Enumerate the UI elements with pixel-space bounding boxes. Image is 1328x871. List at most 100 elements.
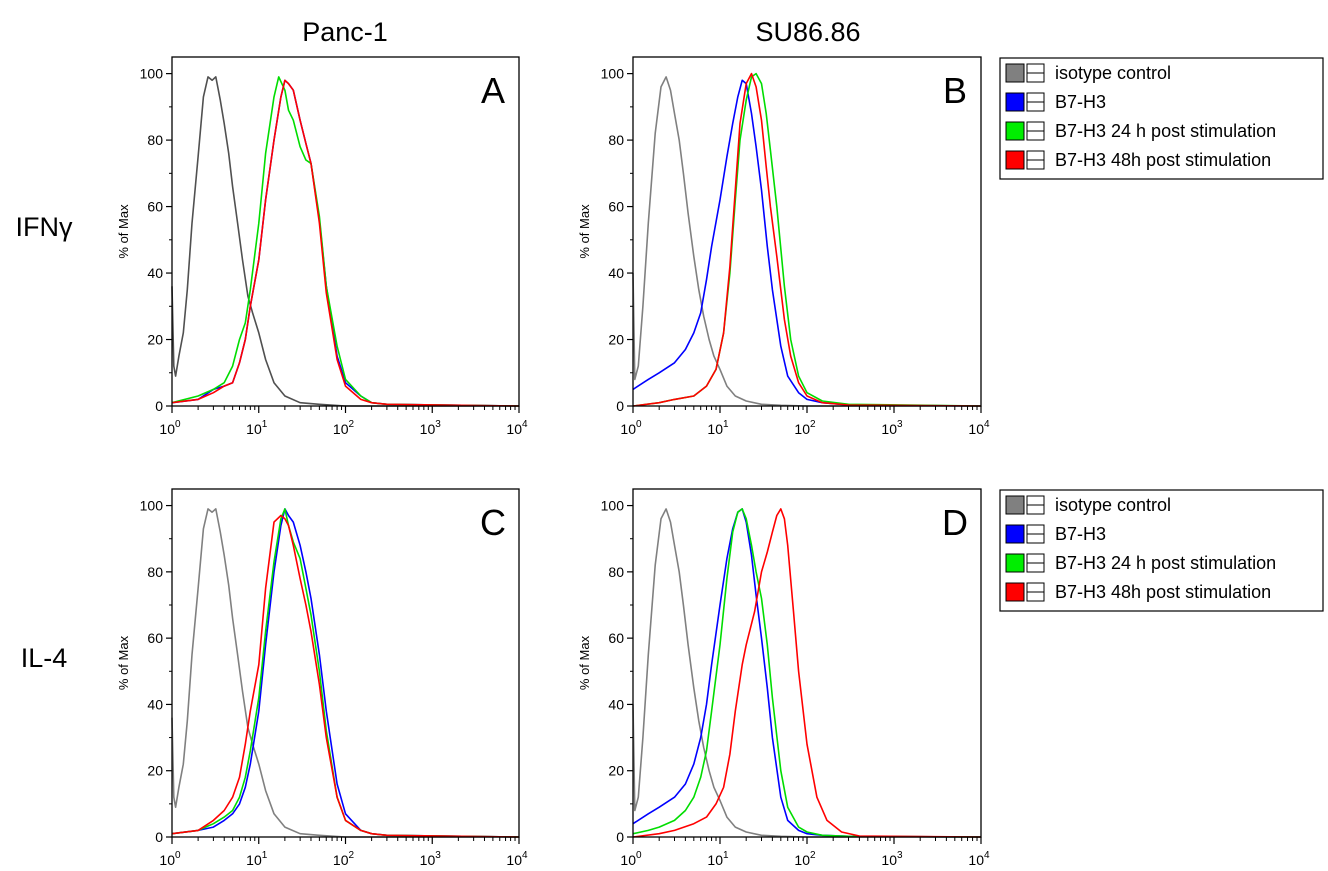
legend-entry-label: B7-H3 48h post stimulation [1055,150,1271,170]
x-tick-base: 10 [794,421,810,437]
x-tick-base: 10 [246,852,262,868]
y-tick-label: 20 [608,763,624,779]
x-tick-exponent: 0 [636,850,642,861]
plot-frame [171,488,520,838]
x-tick-label: 103 [420,419,442,437]
x-tick-exponent: 2 [349,419,355,430]
x-tick-label: 101 [707,419,729,437]
y-tick-label: 60 [608,630,624,646]
x-tick-base: 10 [333,852,349,868]
x-tick-exponent: 4 [984,850,990,861]
legend-entry-label: isotype control [1055,63,1171,83]
series-line-a-3 [171,79,520,407]
legend-entry-label: B7-H3 24 h post stimulation [1055,553,1276,573]
legend-swatch [1005,495,1025,515]
x-tick-exponent: 0 [175,419,181,430]
x-tick-label: 102 [794,419,816,437]
y-tick-label: 60 [608,199,624,215]
x-tick-base: 10 [968,421,984,437]
legends-group: isotype control B7-H3 B7-H3 24 h post stim… [999,57,1324,612]
y-axis-label: % of Max [116,204,131,259]
x-tick-exponent: 2 [810,419,816,430]
x-tick-exponent: 4 [522,419,528,430]
series-line-b-2 [632,72,982,407]
legend-swatch [1005,92,1025,112]
x-tick-label: 103 [420,850,442,868]
column-header-panc1: Panc-1 [302,17,388,47]
row-header-il4: IL-4 [21,643,68,673]
legend-entry-label: B7-H3 48h post stimulation [1055,582,1271,602]
x-tick-label: 101 [246,419,268,437]
x-tick-base: 10 [506,852,522,868]
y-tick-label: 60 [147,630,163,646]
x-tick-exponent: 0 [636,419,642,430]
x-tick-base: 10 [794,852,810,868]
y-tick-label: 40 [608,265,624,281]
x-tick-label: 102 [333,419,355,437]
legend-swatch [1005,150,1025,170]
legend-frame [999,489,1324,612]
x-tick-label: 100 [620,850,642,868]
x-tick-label: 104 [968,419,990,437]
x-tick-exponent: 2 [810,850,816,861]
x-tick-base: 10 [333,421,349,437]
y-tick-label: 20 [147,763,163,779]
x-tick-label: 100 [159,850,181,868]
series-line-a-0 [171,76,519,407]
x-tick-base: 10 [707,421,723,437]
y-tick-label: 20 [608,332,624,348]
x-tick-exponent: 1 [723,419,729,430]
y-tick-label: 0 [155,398,163,414]
y-tick-label: 0 [616,829,624,845]
plot-frame [171,56,520,407]
series-line-c-0 [171,508,519,838]
series-line-b-0 [632,76,981,407]
series-line-b-3 [632,72,982,407]
x-tick-exponent: 1 [262,850,268,861]
x-tick-label: 100 [159,419,181,437]
legend-b: isotype control B7-H3 B7-H3 24 h post stim… [999,57,1324,180]
series-line-d-1 [632,508,982,838]
legend-d: isotype control B7-H3 B7-H3 24 h post stim… [999,489,1324,612]
y-tick-label: 0 [155,829,163,845]
x-tick-base: 10 [159,421,175,437]
series-line-d-0 [632,508,981,838]
x-tick-label: 101 [707,850,729,868]
series-line-d-2 [632,508,982,838]
x-tick-base: 10 [420,421,436,437]
x-tick-exponent: 1 [723,850,729,861]
x-tick-base: 10 [506,421,522,437]
x-tick-base: 10 [620,852,636,868]
x-tick-exponent: 3 [435,850,441,861]
x-tick-base: 10 [420,852,436,868]
x-tick-exponent: 0 [175,850,181,861]
plot-frame [632,56,982,407]
y-tick-label: 80 [147,132,163,148]
y-tick-label: 40 [608,696,624,712]
x-tick-label: 102 [333,850,355,868]
y-tick-label: 100 [601,498,625,514]
series-line-b-1 [632,79,982,407]
legend-entry-label: isotype control [1055,495,1171,515]
legend-swatch [1005,524,1025,544]
x-tick-exponent: 4 [522,850,528,861]
x-tick-label: 103 [881,419,903,437]
series-line-c-3 [171,514,520,838]
legend-entry-label: B7-H3 24 h post stimulation [1055,121,1276,141]
x-tick-label: 101 [246,850,268,868]
x-tick-label: 103 [881,850,903,868]
column-header-su8686: SU86.86 [755,17,860,47]
x-tick-base: 10 [707,852,723,868]
y-axis-label: % of Max [577,204,592,259]
panel-letter: D [942,502,968,543]
legend-entry-label: B7-H3 [1055,92,1106,112]
y-tick-label: 100 [140,66,164,82]
panel-letter: B [943,70,967,111]
x-tick-base: 10 [881,852,897,868]
legend-swatch [1005,553,1025,573]
